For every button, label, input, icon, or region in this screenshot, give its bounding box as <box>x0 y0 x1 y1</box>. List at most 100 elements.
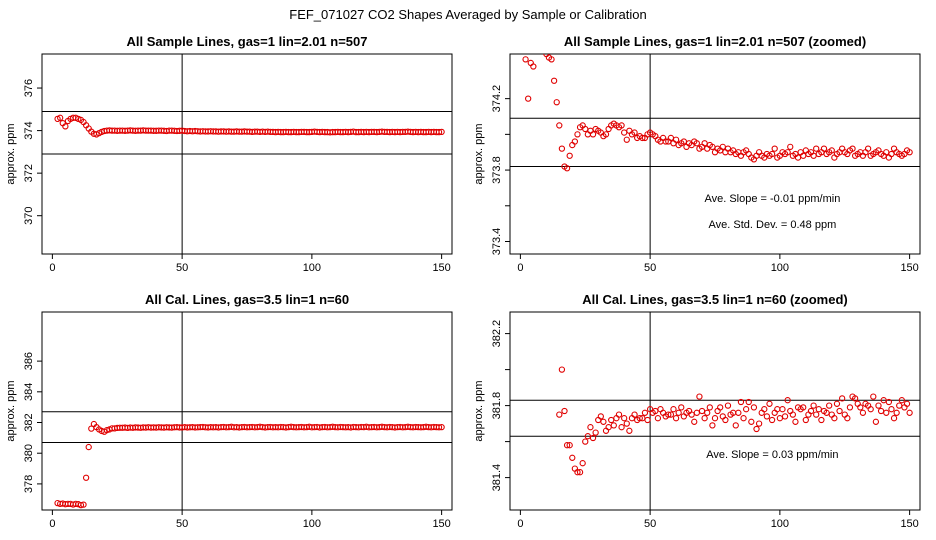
figure-title: FEF_071027 CO2 Shapes Averaged by Sample… <box>289 7 646 22</box>
data-point <box>541 46 546 51</box>
annotation-text: Ave. Slope = 0.03 ppm/min <box>706 449 838 461</box>
y-tick-label: 374 <box>23 121 35 139</box>
data-point <box>872 418 880 425</box>
data-point <box>597 413 604 420</box>
x-tick-label: 0 <box>517 262 523 274</box>
data-point <box>652 407 659 415</box>
data-point <box>539 42 544 47</box>
x-tick-label: 100 <box>771 518 789 530</box>
data-point <box>82 474 90 481</box>
data-point <box>851 395 859 402</box>
data-point <box>820 145 828 152</box>
panel-title: All Cal. Lines, gas=3.5 lin=1 n=60 <box>145 292 349 307</box>
x-tick-label: 50 <box>176 518 188 530</box>
data-point <box>435 128 443 136</box>
data-point <box>823 409 830 416</box>
x-tick-label: 100 <box>303 518 321 530</box>
data-point <box>600 418 607 425</box>
data-point <box>844 415 851 422</box>
data-point <box>610 422 617 429</box>
x-tick-label: 150 <box>432 262 450 274</box>
data-point <box>589 434 597 442</box>
data-point <box>875 402 882 409</box>
data-point <box>672 415 680 422</box>
y-axis-label: approx. ppm <box>5 123 17 184</box>
y-tick-label: 373.4 <box>491 228 503 256</box>
data-point <box>870 393 877 400</box>
data-point <box>768 416 776 424</box>
data-point <box>605 424 612 431</box>
data-point <box>784 397 791 404</box>
data-point <box>103 427 111 434</box>
panel-title: All Sample Lines, gas=1 lin=2.01 n=507 <box>127 34 368 49</box>
data-points <box>556 366 913 476</box>
data-point <box>665 411 672 418</box>
x-tick-label: 150 <box>900 518 918 530</box>
data-point <box>563 442 571 449</box>
y-tick-label: 380 <box>23 444 35 462</box>
data-point <box>550 77 558 84</box>
data-point <box>77 501 85 509</box>
x-tick-label: 0 <box>517 518 523 530</box>
data-point <box>906 149 913 156</box>
data-point <box>704 409 711 416</box>
y-axis-label: approx. ppm <box>473 380 485 441</box>
data-point <box>621 129 628 136</box>
data-point <box>553 99 560 106</box>
data-point <box>750 404 758 411</box>
y-tick-label: 372 <box>23 164 35 182</box>
x-tick-label: 100 <box>303 262 321 274</box>
data-point <box>618 424 625 431</box>
data-point <box>57 114 64 121</box>
panel-sample-lines-zoomed: All Sample Lines, gas=1 lin=2.01 n=507 (… <box>473 34 921 274</box>
data-point <box>890 415 898 422</box>
y-tick-label: 374.2 <box>491 85 503 113</box>
annotation-text: Ave. Std. Dev. = 0.48 ppm <box>709 219 837 231</box>
data-point <box>784 149 791 156</box>
data-point <box>867 406 874 413</box>
data-point <box>813 411 820 418</box>
data-point <box>877 407 885 415</box>
data-point <box>755 420 763 427</box>
data-point <box>438 128 445 136</box>
data-point <box>717 404 724 411</box>
data-point <box>536 34 541 39</box>
data-point <box>688 411 695 418</box>
data-point <box>85 443 92 451</box>
data-point <box>556 411 563 418</box>
data-point <box>735 409 742 416</box>
data-point <box>438 423 445 431</box>
y-tick-label: 382 <box>23 413 35 431</box>
data-point <box>670 406 677 413</box>
data-point <box>608 416 615 424</box>
data-point <box>740 415 747 422</box>
data-point <box>672 136 680 143</box>
data-point <box>745 398 752 406</box>
data-point <box>662 138 669 145</box>
data-point <box>779 406 786 413</box>
panel-sample-lines: All Sample Lines, gas=1 lin=2.01 n=507 0 5… <box>5 34 453 274</box>
data-point <box>587 424 594 431</box>
x-tick-label: 50 <box>644 262 656 274</box>
data-point <box>558 366 566 373</box>
data-point <box>849 145 856 152</box>
y-tick-label: 386 <box>23 352 35 370</box>
data-point <box>818 416 825 424</box>
data-point <box>888 406 895 413</box>
data-point <box>579 460 586 467</box>
data-point <box>654 415 662 422</box>
data-point <box>571 138 579 145</box>
annotation-text: Ave. Slope = -0.01 ppm/min <box>704 193 840 205</box>
data-point <box>691 418 698 425</box>
data-point <box>864 145 872 152</box>
data-point <box>602 131 610 138</box>
data-point <box>530 63 537 70</box>
data-point <box>839 395 846 402</box>
data-point <box>880 397 887 404</box>
x-tick-label: 100 <box>771 262 789 274</box>
data-point <box>898 397 905 404</box>
data-point <box>62 123 69 130</box>
data-point <box>639 415 646 422</box>
data-point <box>789 411 796 418</box>
